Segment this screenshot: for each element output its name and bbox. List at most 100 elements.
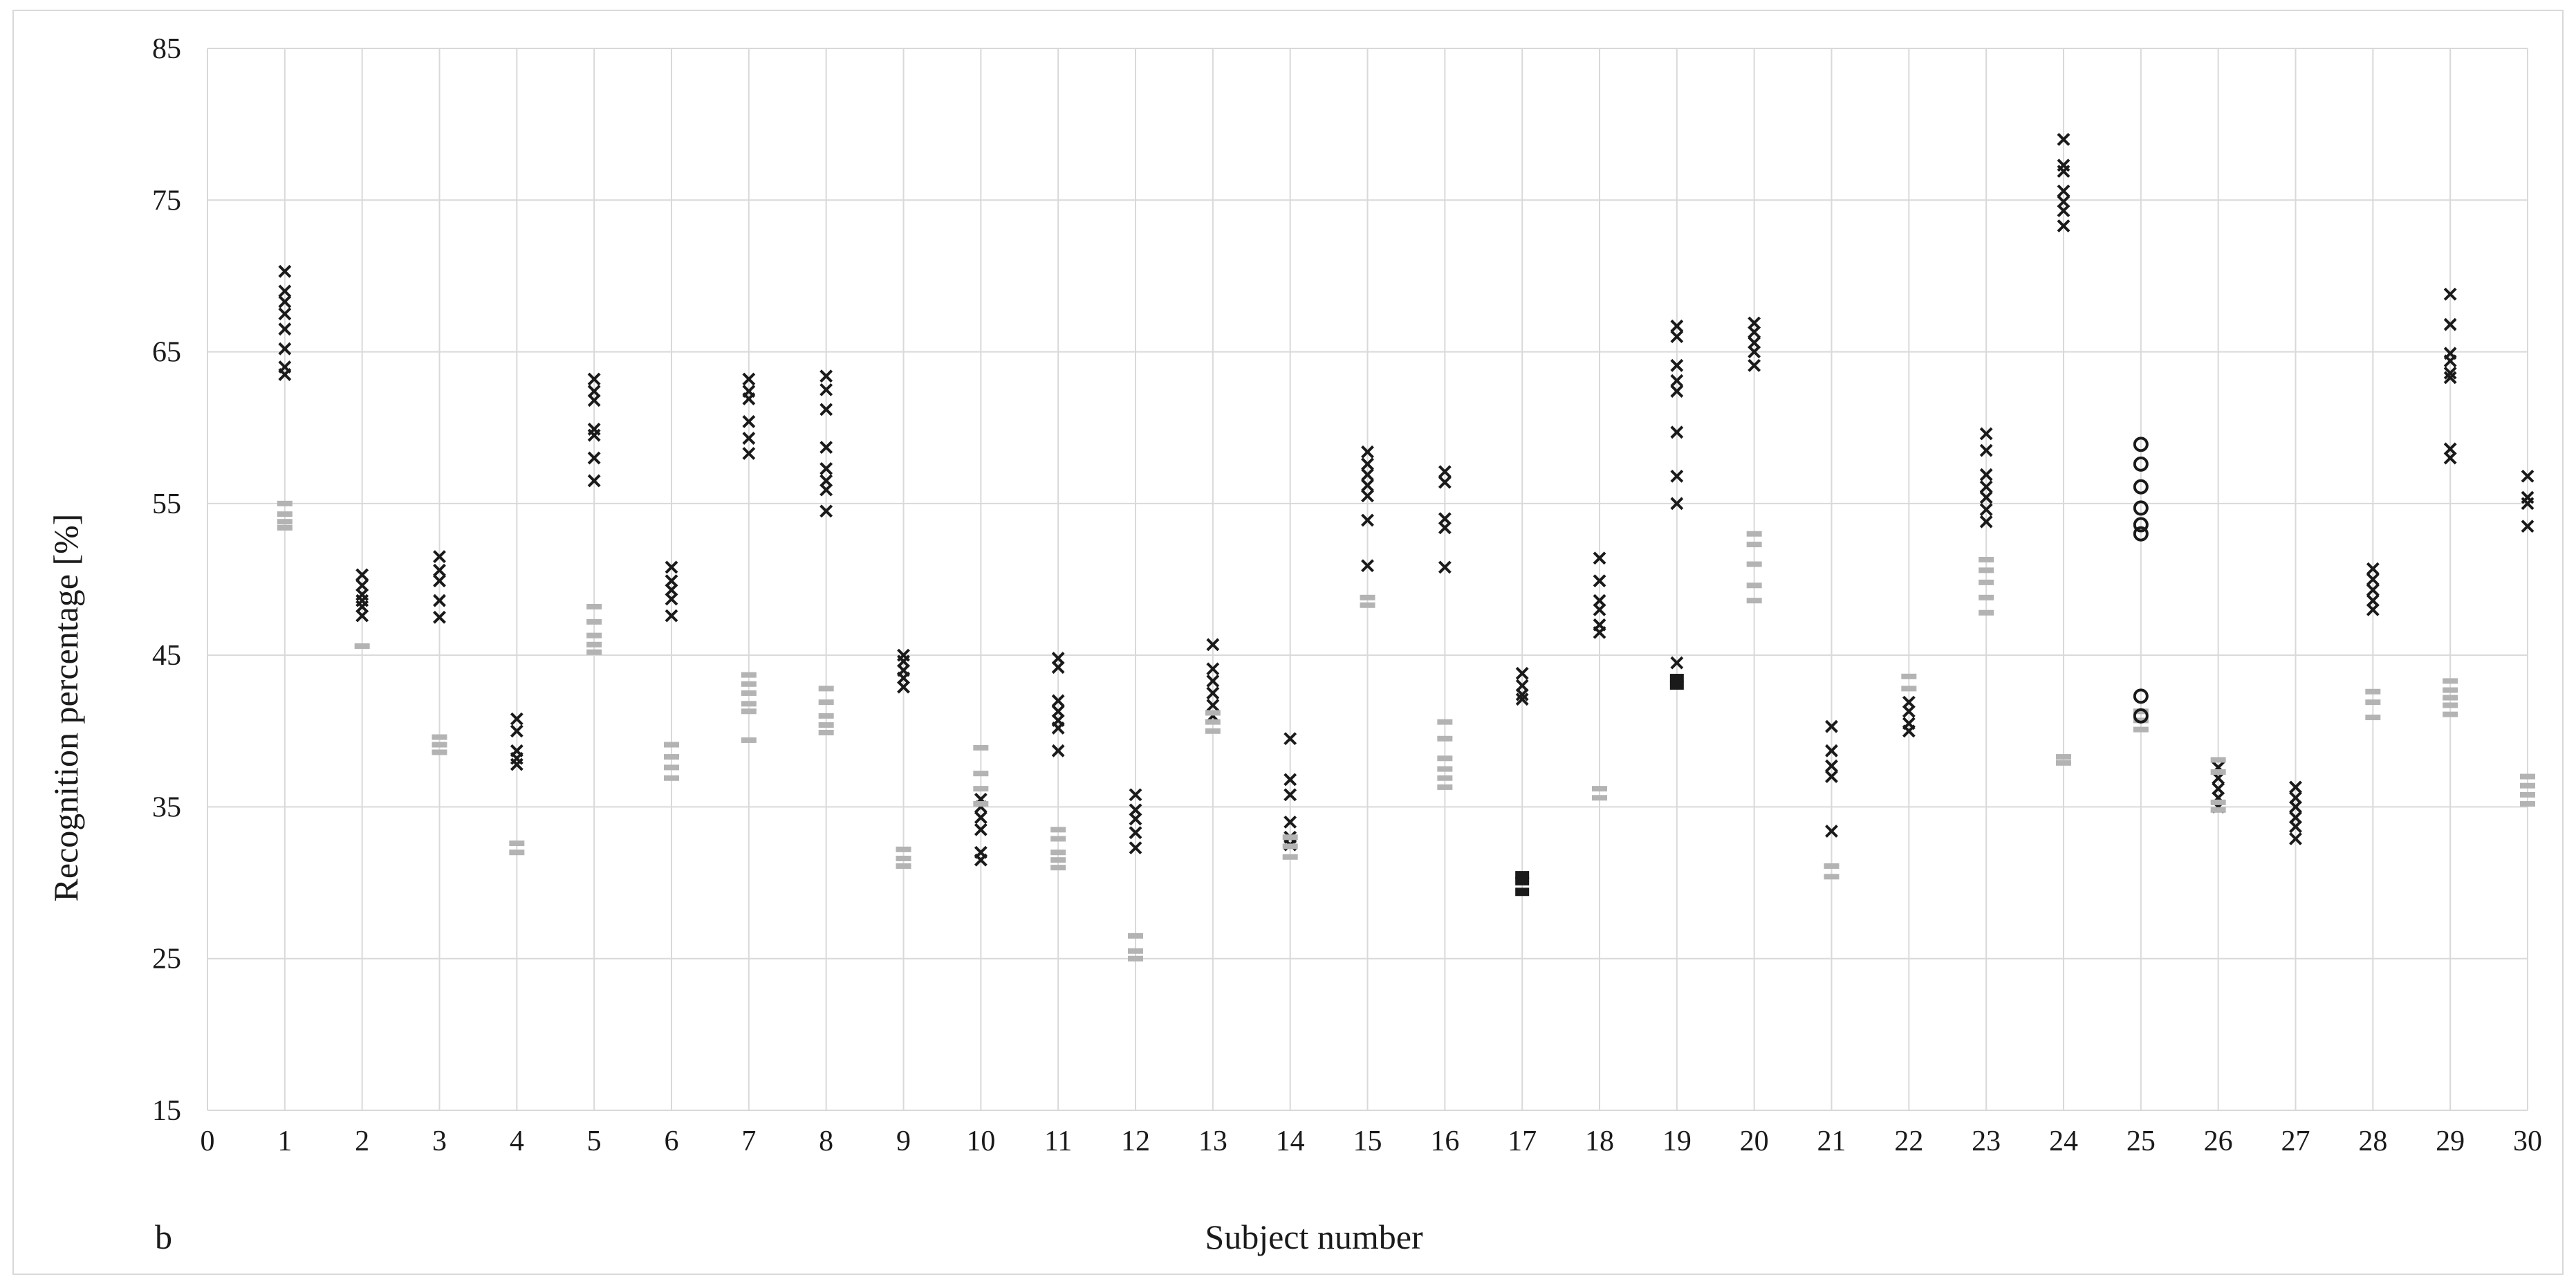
cross-marker [742,392,756,405]
gray-dash-marker [741,737,757,743]
cross-marker [1825,770,1838,783]
cross-marker [819,504,833,518]
gray-dash-marker [818,686,834,692]
x-tick-label: 18 [1585,1126,1614,1157]
circle-marker [2133,688,2149,704]
y-tick-label: 65 [152,337,181,369]
cross-marker [1748,325,1761,339]
cross-marker [2366,603,2380,616]
x-tick-label: 29 [2436,1126,2465,1157]
circle-marker [2133,479,2149,495]
gray-dash-marker [896,855,911,861]
gray-dash-marker [2133,726,2149,733]
cross-marker [510,757,523,771]
cross-marker [1670,425,1684,439]
cross-marker [1284,732,1297,746]
cross-marker [2443,366,2457,380]
gray-dash-marker [1979,579,1994,585]
gray-dash-marker [2520,773,2535,780]
cross-marker [278,284,292,298]
cross-marker [819,369,833,383]
cross-marker [1748,358,1761,372]
cross-marker [1979,515,1993,529]
cross-marker [1979,480,1993,494]
gray-dash-marker [432,734,447,740]
gray-dash-marker [1437,775,1453,781]
gray-dash-marker [1979,556,1994,562]
cross-marker [1979,490,1993,504]
cross-marker [1206,674,1220,688]
cross-marker [2057,184,2070,198]
x-tick-label: 16 [1430,1126,1459,1157]
y-tick-label: 55 [152,488,181,520]
gray-dash-marker [1592,795,1607,801]
cross-marker [2443,318,2457,331]
x-tick-label: 25 [2126,1126,2156,1157]
y-tick-label: 15 [152,1095,181,1127]
x-tick-label: 5 [587,1126,602,1157]
x-tick-label: 26 [2204,1126,2233,1157]
cross-marker [2057,219,2070,232]
cross-marker [1438,521,1452,535]
cross-marker [819,483,833,497]
cross-marker [433,550,446,564]
cross-marker [587,451,601,465]
gray-dash-marker [277,519,293,525]
gray-dash-marker [896,846,911,852]
x-tick-label: 0 [201,1126,215,1157]
gray-dash-marker [664,754,679,760]
y-tick-label: 85 [152,33,181,65]
cross-marker [1129,826,1142,840]
gray-dash-marker [1824,863,1840,869]
cross-marker [1129,788,1142,802]
cross-marker [1361,489,1374,503]
cross-marker [1670,330,1684,344]
cross-marker [510,712,523,726]
gray-dash-marker [1746,582,1762,589]
gray-dash-marker [1901,686,1917,692]
gray-dash-marker [1979,594,1994,600]
gray-dash-marker [1050,849,1066,856]
gray-dash-marker [818,699,834,706]
gray-dash-marker [1050,857,1066,863]
x-tick-label: 2 [355,1126,369,1157]
gray-dash-marker [2056,760,2071,766]
data-points [277,133,2535,962]
cross-marker [1206,699,1220,712]
cross-marker [1284,788,1297,802]
x-tick-label: 9 [896,1126,911,1157]
gray-dash-marker [2365,699,2381,706]
cross-marker [1593,574,1606,588]
gray-dash-marker [818,722,834,728]
cross-marker [665,592,678,606]
gray-dash-marker [2520,782,2535,789]
gray-dash-marker [1282,834,1298,841]
gray-dash-marker [741,672,757,678]
cross-marker [587,474,601,488]
cross-marker [819,462,833,475]
gray-dash-marker [2520,801,2535,807]
y-tick-label: 35 [152,791,181,823]
gray-dash-marker [1282,843,1298,849]
cross-marker [1670,385,1684,398]
x-tick-label: 11 [1044,1126,1072,1157]
gray-dash-marker [586,632,602,639]
cross-marker [1748,345,1761,358]
cross-marker [665,609,678,623]
cross-marker [355,609,369,623]
cross-marker [1593,603,1606,616]
cross-marker [1129,841,1142,855]
gray-dash-marker [277,524,293,531]
cross-marker [2289,832,2302,845]
cross-marker [1670,374,1684,387]
cross-marker [433,594,446,607]
cross-marker [1902,724,1916,738]
x-tick-label: 23 [1972,1126,2001,1157]
cross-marker [1593,551,1606,565]
cross-marker [1051,744,1065,757]
gray-dash-marker [2133,708,2149,715]
x-tick-label: 13 [1198,1126,1227,1157]
circle-marker [2133,456,2149,472]
gray-dash-marker [1901,673,1917,679]
